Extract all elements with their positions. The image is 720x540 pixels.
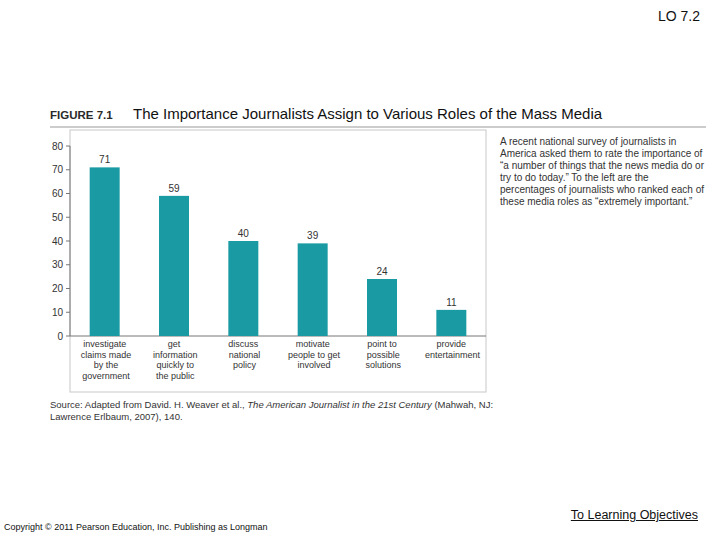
x-tick-label-line: entertainment: [423, 350, 481, 360]
x-tick-label-line: information: [150, 350, 197, 360]
y-tick-label: 50: [52, 212, 64, 223]
learning-objectives-link[interactable]: To Learning Objectives: [571, 508, 698, 522]
x-tick-label-line: solutions: [363, 360, 402, 370]
x-tick-label-line: provide: [437, 339, 467, 349]
bar: [436, 310, 466, 336]
y-tick: [66, 217, 70, 218]
data-label: 71: [99, 154, 111, 165]
y-tick: [66, 193, 70, 194]
x-tick-label-line: point to: [367, 339, 397, 349]
x-tick-label: get information quickly to the public: [150, 339, 197, 381]
y-tick-label: 0: [57, 331, 63, 342]
y-tick-label: 30: [52, 259, 64, 270]
x-axis: [70, 336, 486, 337]
x-tick-label-line: motivate: [296, 339, 330, 349]
bar: [367, 279, 397, 336]
x-tick-label: discuss national policy: [226, 339, 260, 370]
data-label: 11: [446, 297, 457, 308]
x-tick-label-line: possible: [364, 350, 400, 360]
x-tick-label-line: national: [226, 350, 260, 360]
slide-header: LO 7.2: [658, 8, 700, 24]
y-tick-label: 10: [52, 307, 64, 318]
y-tick: [66, 312, 70, 313]
y-tick-label: 70: [52, 164, 64, 175]
copyright: Copyright © 2011 Pearson Education, Inc.…: [4, 522, 268, 532]
source-part: Source: Adapted from David. H. Weaver et…: [50, 399, 247, 410]
x-tick-label-line: get: [168, 339, 181, 349]
y-tick-label: 60: [52, 188, 64, 199]
bar: [298, 243, 328, 336]
x-tick-label-line: people to get: [285, 350, 340, 360]
x-tick-label-line: involved: [295, 360, 331, 370]
bar: [90, 167, 120, 336]
y-tick-label: 40: [52, 236, 64, 247]
y-tick: [66, 241, 70, 242]
x-tick-label-line: claims made: [78, 350, 131, 360]
y-tick: [66, 264, 70, 265]
x-tick-label: provide entertainment: [423, 339, 481, 360]
source-part: The American Journalist in the 21st Cent…: [247, 399, 431, 410]
figure-source: Source: Adapted from David. H. Weaver et…: [50, 399, 500, 423]
x-tick-label-line: discuss: [228, 339, 259, 349]
x-tick-label-line: by the: [91, 360, 118, 370]
y-tick-label: 20: [52, 283, 64, 294]
x-tick-label: motivate people to get involved: [285, 339, 340, 370]
y-tick: [66, 169, 70, 170]
y-tick: [66, 336, 70, 337]
bar: [228, 241, 258, 336]
x-tick-label: investigate claims made by the governmen…: [78, 339, 131, 381]
y-tick: [66, 288, 70, 289]
bars: [90, 167, 467, 336]
figure-label: FIGURE 7.1: [50, 109, 113, 121]
y-tick-label: 80: [52, 141, 64, 152]
data-label: 59: [168, 183, 180, 194]
x-tick-label: point to possible solutions: [363, 339, 402, 370]
data-label: 40: [238, 228, 250, 239]
data-label: 39: [307, 230, 319, 241]
title-rule: [50, 127, 706, 128]
x-tick-label-line: government: [80, 371, 131, 381]
y-tick: [66, 146, 70, 147]
x-tick-label-line: quickly to: [154, 360, 194, 370]
plot-frame: [70, 130, 486, 392]
x-tick-label-line: policy: [231, 360, 257, 370]
x-tick-label-line: investigate: [83, 339, 126, 349]
x-tick-label-line: the public: [153, 371, 195, 381]
figure-note: A recent national survey of journalists …: [500, 136, 706, 208]
page: LO 7.2 A recent national survey of journa…: [0, 0, 720, 540]
chart-title: The Importance Journalists Assign to Var…: [133, 105, 603, 122]
chart: FIGURE 7.1 The Importance Journalists Ass…: [0, 0, 720, 540]
data-label: 24: [376, 266, 388, 277]
bar: [159, 196, 189, 336]
